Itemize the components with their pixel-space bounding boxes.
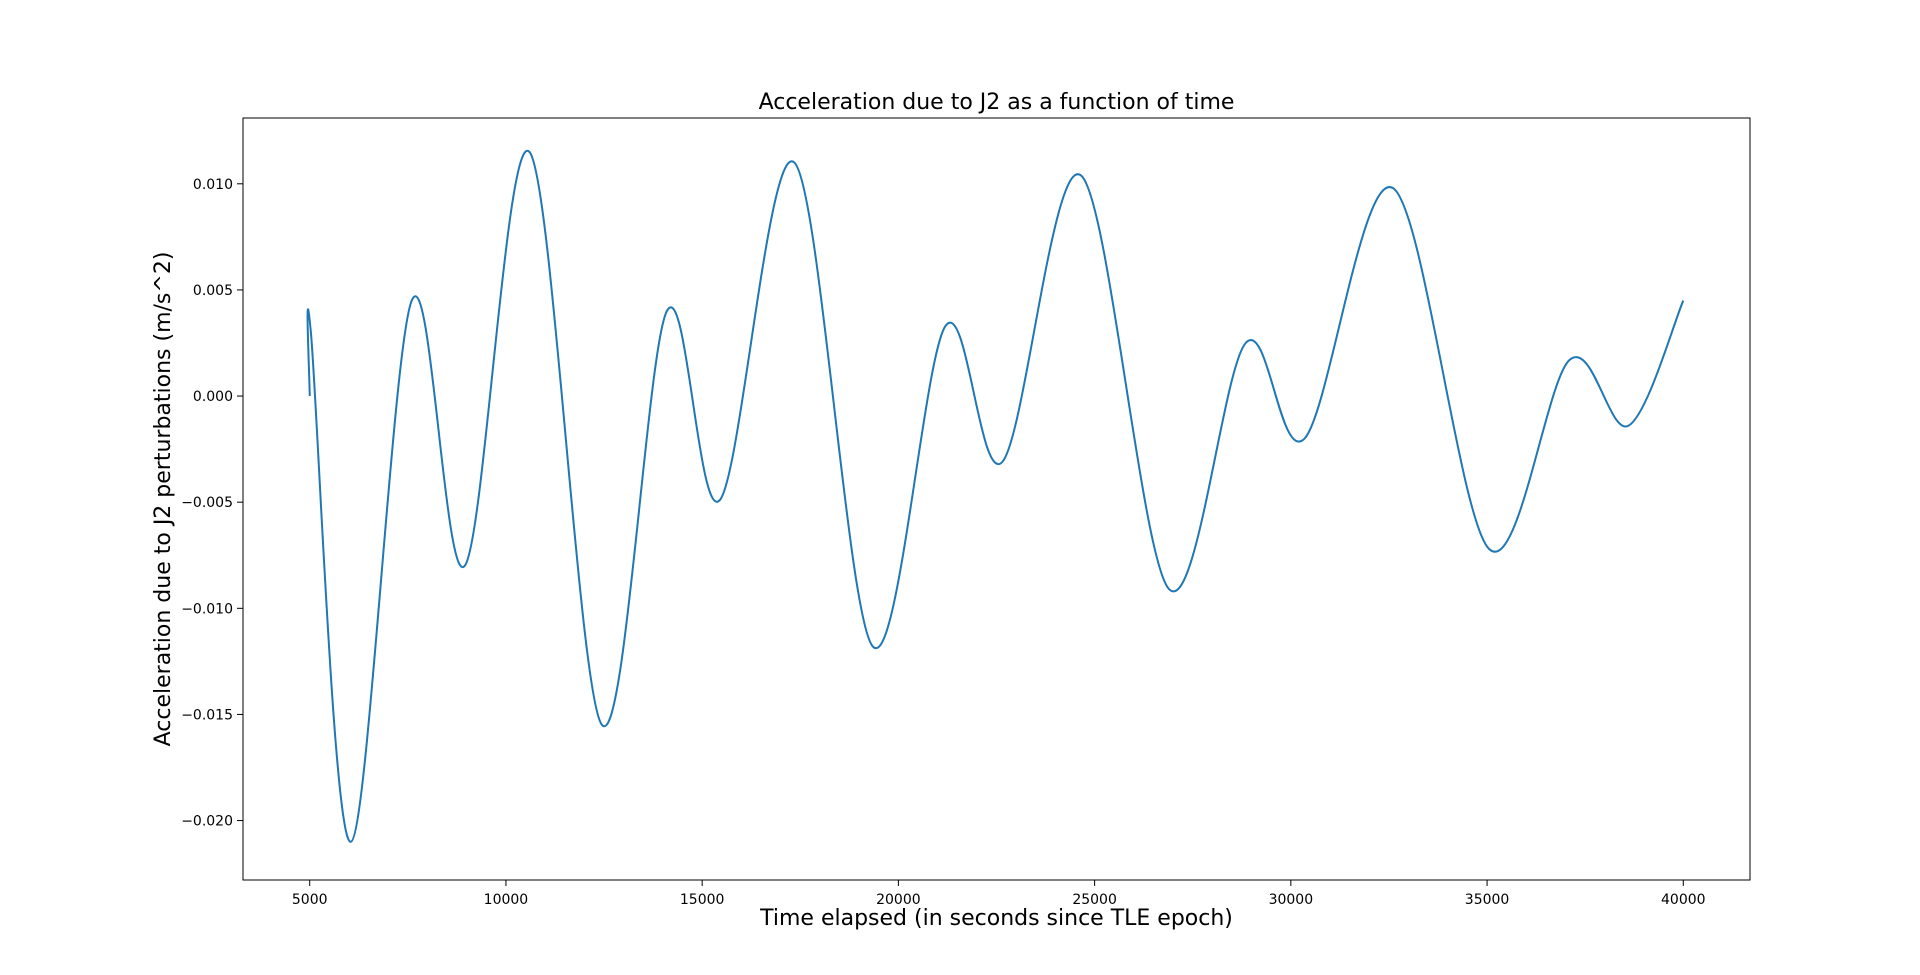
x-tick-label: 20000	[876, 892, 921, 908]
x-tick-label: 35000	[1465, 892, 1510, 908]
x-tick-label: 40000	[1661, 892, 1706, 908]
series-line	[306, 150, 1685, 843]
y-axis-ticks: −0.020 −0.015 −0.010 −0.005 0.000 0.005 0.010	[181, 177, 243, 830]
x-axis-title: Time elapsed (in seconds since TLE epoch…	[759, 906, 1233, 931]
x-tick-label: 30000	[1269, 892, 1314, 908]
plot-line-layer	[306, 150, 1685, 843]
x-tick-label: 15000	[680, 892, 725, 908]
plot-frame	[242, 117, 1751, 881]
y-tick-label: 0.005	[193, 283, 233, 299]
y-tick-label: 0.000	[193, 389, 233, 405]
y-tick-label: −0.005	[181, 495, 233, 511]
x-tick-label: 5000	[292, 892, 328, 908]
y-axis-title: Acceleration due to J2 perturbations (m/…	[151, 252, 176, 747]
x-tick-label: 25000	[1072, 892, 1117, 908]
x-tick-label: 10000	[484, 892, 529, 908]
y-tick-label: −0.010	[181, 601, 233, 617]
y-tick-label: −0.015	[181, 707, 233, 723]
y-tick-label: 0.010	[193, 177, 233, 193]
y-tick-label: −0.020	[181, 814, 233, 830]
chart-title: Acceleration due to J2 as a function of …	[759, 90, 1235, 115]
x-axis-ticks: 5000 10000 15000 20000 25000 30000 35000 40000	[292, 880, 1706, 908]
